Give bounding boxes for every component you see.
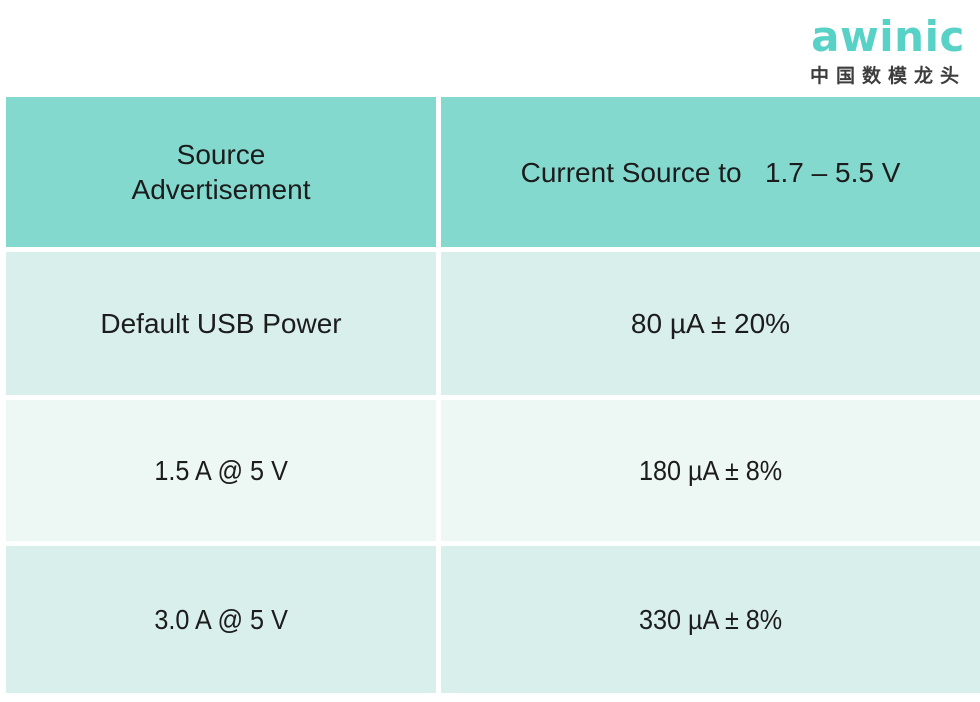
row-2-source-value: 1.5 A @ 5 V: [154, 455, 288, 486]
row-3-current-value: 330 µA ± 8%: [638, 604, 783, 635]
row-3-source-value: 3.0 A @ 5 V: [154, 604, 288, 635]
header-label-current-source: Current Source to 1.7 – 5.5 V: [520, 156, 901, 188]
header-cell-source-advertisement: Source Advertisement: [6, 97, 436, 247]
header-label-source-advertisement: Source Advertisement: [131, 139, 311, 205]
table-row-3-source-cell: 3.0 A @ 5 V: [6, 546, 436, 693]
row-2-current-value: 180 µA ± 8%: [638, 455, 783, 486]
table-row-1-current-cell: 80 µA ± 20%: [441, 252, 980, 395]
source-advertisement-table: Source Advertisement Current Source to 1…: [6, 97, 980, 693]
header-cell-current-source: Current Source to 1.7 – 5.5 V: [441, 97, 980, 247]
row-1-current-value: 80 µA ± 20%: [630, 308, 791, 339]
table-row-2-source-cell: 1.5 A @ 5 V: [6, 400, 436, 541]
table-row-2-current-cell: 180 µA ± 8%: [441, 400, 980, 541]
table-row-1-source-cell: Default USB Power: [6, 252, 436, 395]
brand-tagline: 中国数模龙头: [809, 66, 966, 87]
brand-wordmark: awinic: [811, 12, 965, 61]
table-row-3-current-cell: 330 µA ± 8%: [441, 546, 980, 693]
brand-logo: awinic 中国数模龙头: [810, 16, 966, 88]
row-1-source-value: Default USB Power: [100, 308, 342, 339]
